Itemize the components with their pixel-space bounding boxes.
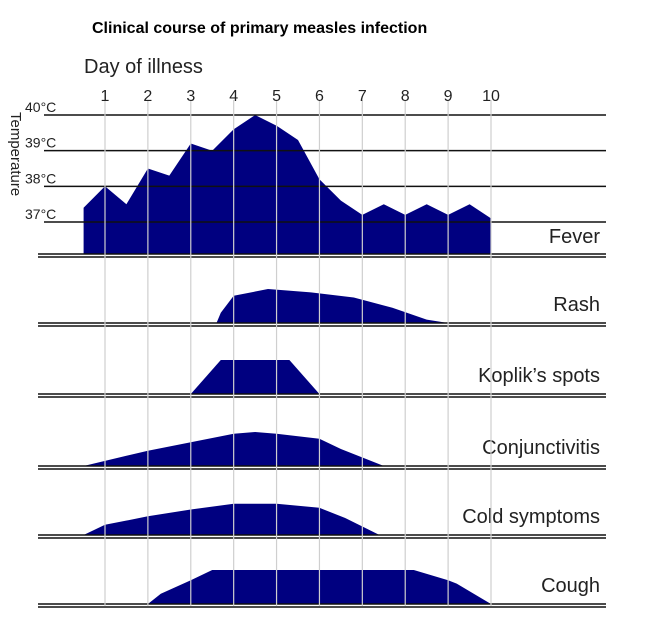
day-tick-label-9: 9: [444, 88, 453, 105]
cough-label: Cough: [541, 575, 600, 597]
fever-area: [83, 115, 491, 254]
temp-tick-label-39: 39°C: [25, 135, 56, 151]
cold-symptoms-area: [83, 503, 380, 535]
y-axis-label: Temperature: [7, 112, 24, 196]
koplik-s-spots-label: Koplik’s spots: [478, 365, 600, 387]
day-tick-label-5: 5: [272, 88, 281, 105]
day-tick-label-3: 3: [186, 88, 195, 105]
temp-tick-label-40: 40°C: [25, 99, 56, 115]
temp-tick-label-37: 37°C: [25, 206, 56, 222]
chart-marks: 40°C 39°C 38°C 37°C Fever Rash Koplik’s spots C…: [25, 88, 606, 608]
chart-title: Clinical course of primary measles infec…: [92, 20, 427, 37]
day-tick-label-8: 8: [401, 88, 410, 105]
day-tick-label-2: 2: [143, 88, 152, 105]
conjunctivitis-label: Conjunctivitis: [482, 437, 600, 459]
koplik-s-spots-area: [190, 360, 320, 394]
day-tick-label-7: 7: [358, 88, 367, 105]
day-tick-label-4: 4: [229, 88, 238, 105]
day-tick-label-10: 10: [482, 88, 500, 105]
cold-symptoms-label: Cold symptoms: [462, 506, 600, 528]
day-tick-label-6: 6: [315, 88, 324, 105]
temp-tick-label-38: 38°C: [25, 170, 56, 186]
rash-area: [216, 289, 449, 323]
rash-label: Rash: [553, 294, 600, 316]
x-axis-label: Day of illness: [84, 56, 203, 78]
fever-label: Fever: [549, 226, 600, 248]
day-tick-label-1: 1: [101, 88, 110, 105]
